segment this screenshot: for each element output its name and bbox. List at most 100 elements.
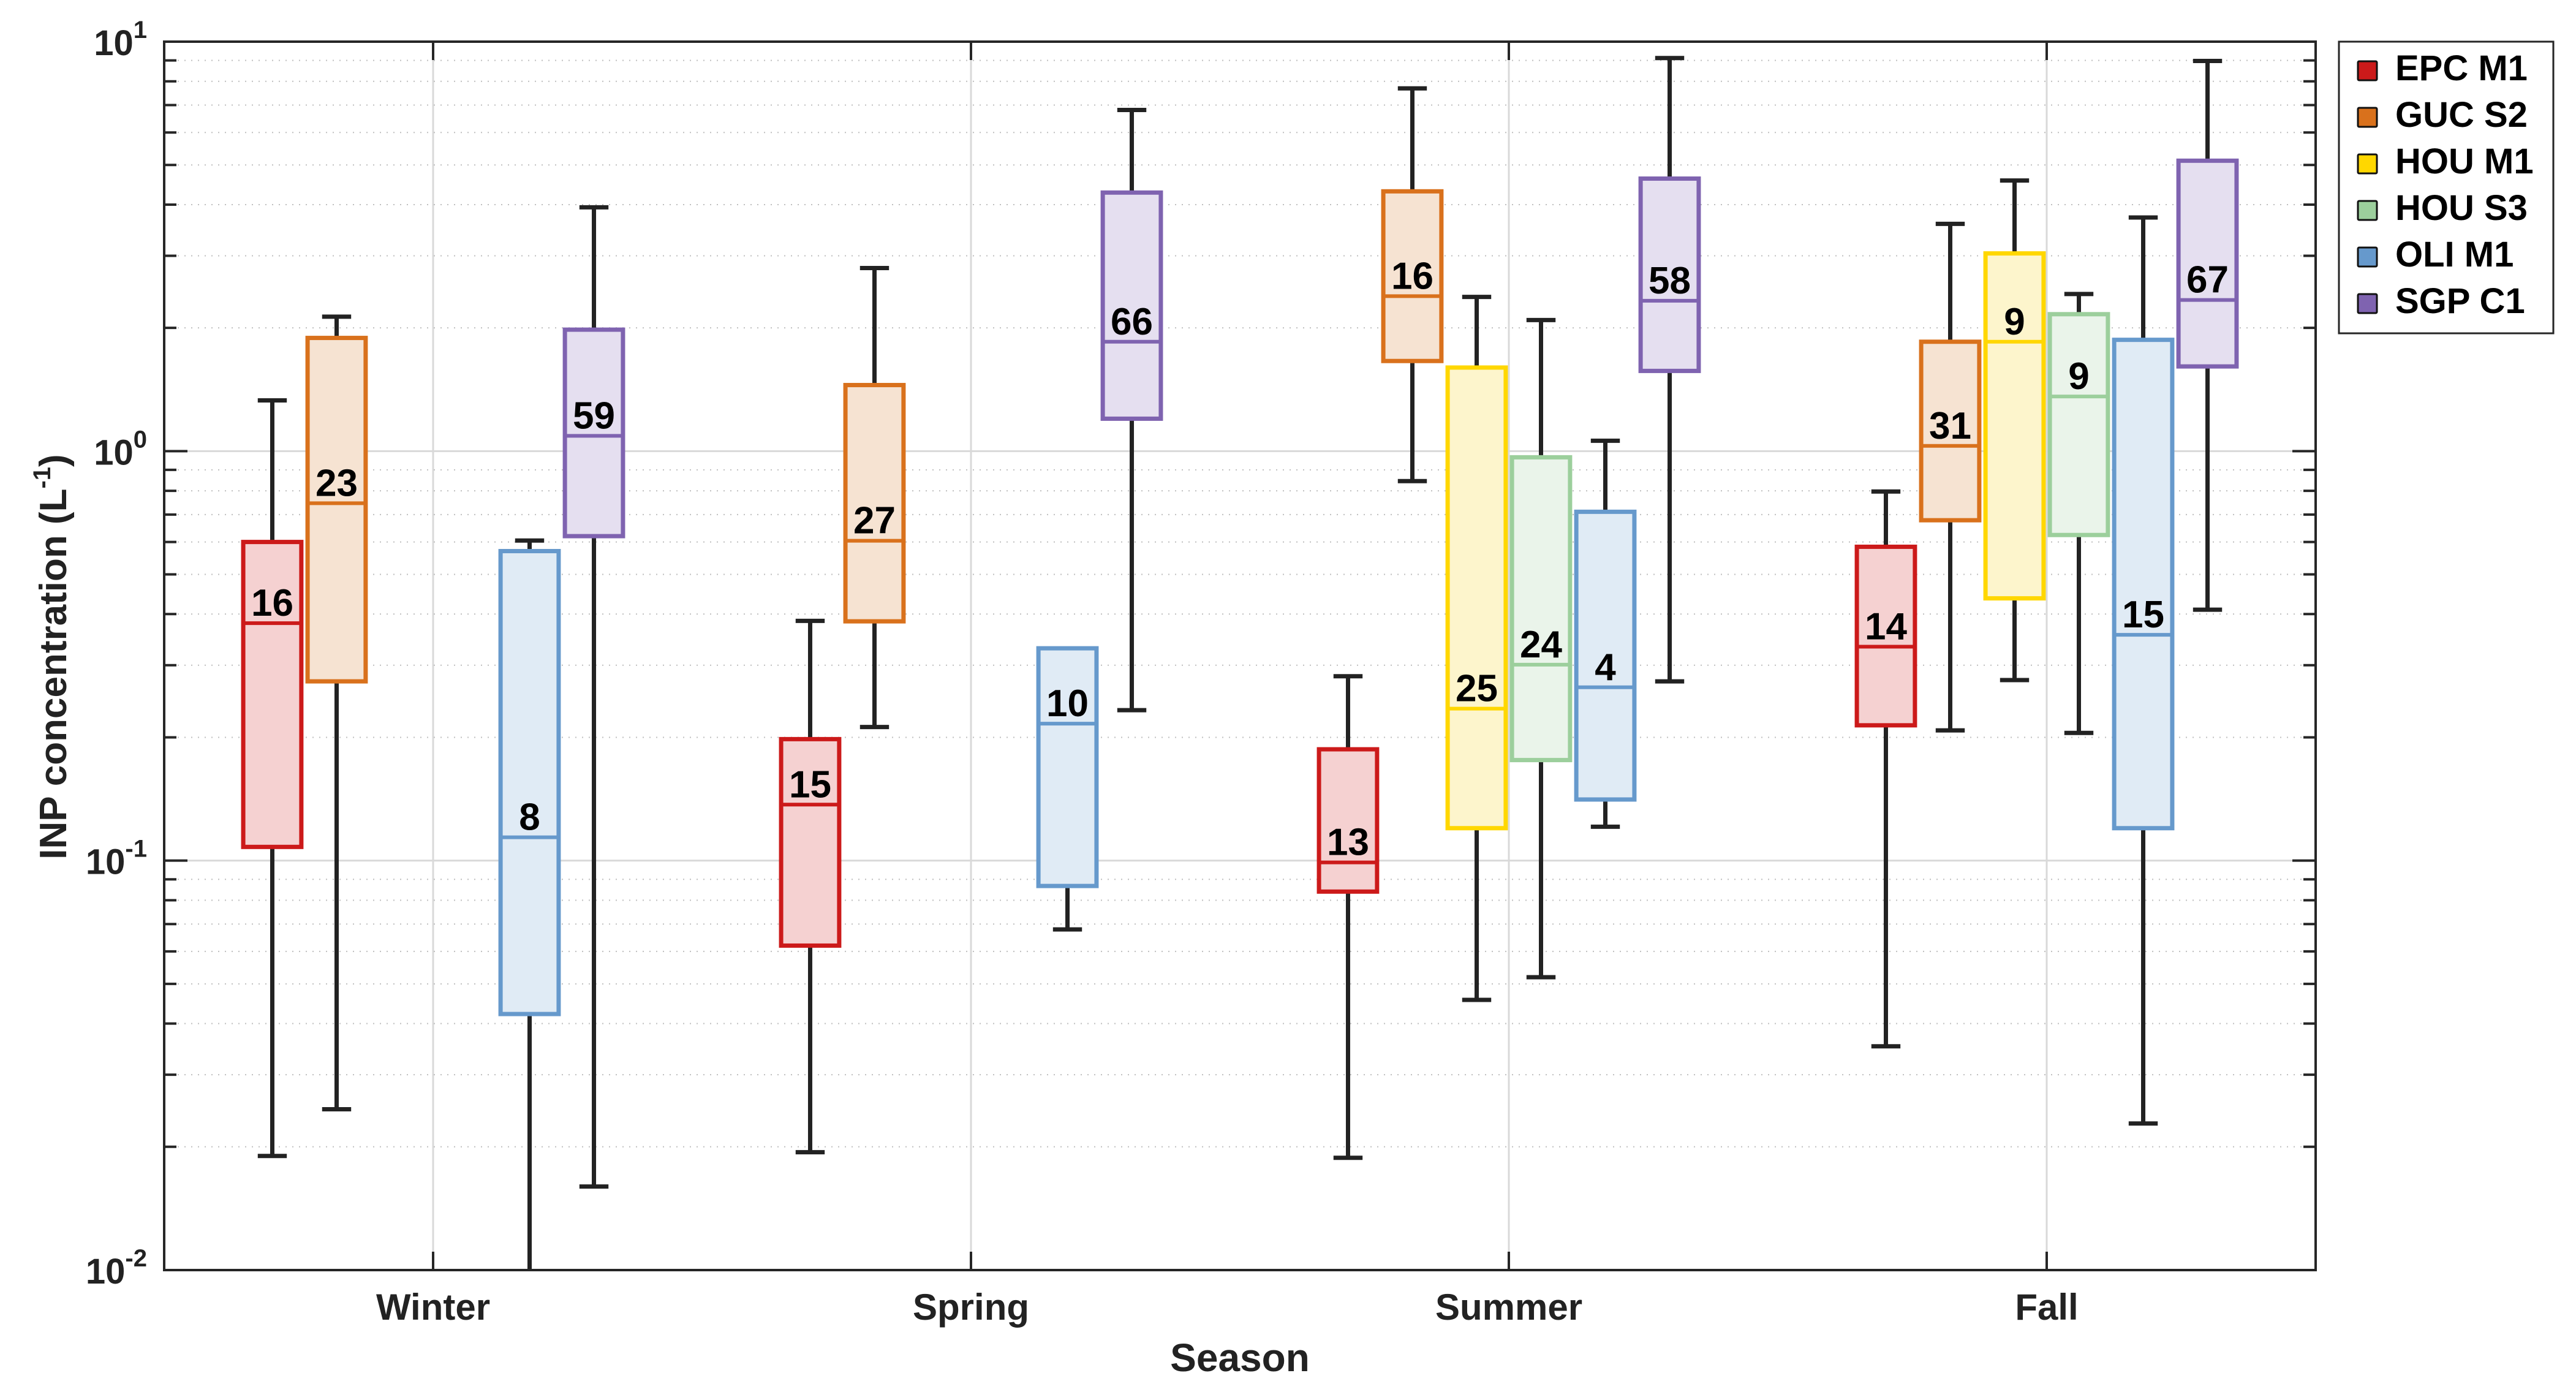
y-tick-label-base: 10 xyxy=(94,433,134,472)
x-tick-label: Fall xyxy=(2015,1287,2078,1328)
y-axis-title-superscript: -1 xyxy=(29,467,56,489)
iqr-box xyxy=(1509,455,1573,763)
sample-count-label: 15 xyxy=(2122,594,2164,636)
y-axis-title: INP concentration (L-1) xyxy=(29,454,75,859)
box: 23 xyxy=(305,314,368,1112)
box: 8 xyxy=(498,538,561,1270)
legend-swatch xyxy=(2357,60,2378,81)
box: 10 xyxy=(1036,646,1099,932)
iqr-box xyxy=(1983,251,2046,601)
y-tick-label-exponent: -2 xyxy=(125,1245,147,1272)
x-tick-labels: Winter Spring Summer Fall xyxy=(376,1287,2079,1328)
box: 9 xyxy=(1983,178,2046,683)
y-axis-title-main: INP concentration (L xyxy=(32,489,75,860)
y-tick-label-base: 10 xyxy=(94,23,134,63)
legend-items: EPC M1 GUC S2 HOU M1 HOU S3 OLI M1 SGP C1 xyxy=(2357,48,2534,321)
sample-count-label: 10 xyxy=(1046,683,1089,725)
sample-count-label: 9 xyxy=(2068,355,2089,398)
legend-item: HOU M1 xyxy=(2357,142,2534,181)
y-tick-label: 101 xyxy=(94,17,147,63)
x-axis-title: Season xyxy=(1170,1336,1310,1380)
box: 16 xyxy=(241,398,304,1159)
iqr-box xyxy=(1445,365,1508,831)
sample-count-label: 4 xyxy=(1595,646,1616,689)
sample-count-label: 67 xyxy=(2186,259,2229,301)
sample-count-label: 15 xyxy=(789,763,831,806)
sample-count-label: 14 xyxy=(1865,605,1907,648)
legend-label: GUC S2 xyxy=(2395,95,2528,135)
sample-count-label: 31 xyxy=(1929,405,1971,447)
sample-count-label: 16 xyxy=(1391,255,1433,297)
box: 15 xyxy=(779,618,842,1155)
legend-swatch xyxy=(2357,246,2378,268)
y-tick-label: 10-2 xyxy=(86,1245,147,1292)
y-tick-label-exponent: -1 xyxy=(125,836,147,863)
iqr-box xyxy=(1316,747,1380,894)
legend-item: SGP C1 xyxy=(2357,281,2525,321)
legend-item: HOU S3 xyxy=(2357,188,2528,228)
y-tick-label-base: 10 xyxy=(86,1252,126,1292)
legend-item: OLI M1 xyxy=(2357,235,2514,274)
legend-box xyxy=(2338,40,2555,335)
iqr-box xyxy=(1381,189,1444,363)
iqr-box xyxy=(843,382,906,624)
legend: EPC M1 GUC S2 HOU M1 HOU S3 OLI M1 SGP C1 xyxy=(2338,40,2555,335)
iqr-box xyxy=(1574,509,1637,802)
series-oli-m1: 8 10 4 15 xyxy=(498,215,2175,1270)
legend-swatch xyxy=(2357,153,2378,175)
box: 13 xyxy=(1316,674,1380,1160)
iqr-box xyxy=(2176,158,2239,369)
box: 25 xyxy=(1445,295,1508,1002)
x-tick-label: Summer xyxy=(1435,1287,1582,1328)
series-hou-s3: 24 9 xyxy=(1509,292,2110,980)
sample-count-label: 59 xyxy=(573,395,615,437)
box: 27 xyxy=(843,265,906,730)
iqr-box xyxy=(305,336,368,684)
sample-count-label: 66 xyxy=(1111,301,1153,343)
sample-count-label: 9 xyxy=(2004,301,2025,343)
iqr-box xyxy=(1036,646,1099,888)
x-tick-label: Spring xyxy=(913,1287,1029,1328)
iqr-box xyxy=(2112,338,2175,831)
legend-label: OLI M1 xyxy=(2395,235,2514,274)
plot-area-border xyxy=(163,40,2317,1271)
sample-count-label: 24 xyxy=(1520,624,1562,666)
legend-swatch xyxy=(2357,293,2378,314)
box: 4 xyxy=(1574,438,1637,829)
y-tick-label-exponent: 1 xyxy=(134,17,147,44)
box: 58 xyxy=(1638,56,1701,684)
sample-count-label: 23 xyxy=(315,462,358,504)
box: 67 xyxy=(2176,59,2239,612)
legend-item: GUC S2 xyxy=(2357,95,2528,135)
iqr-box xyxy=(1854,544,1917,728)
boxes: 16 15 13 14 23 27 16 31 25 9 24 9 8 10 4 15 59 66 58 67 xyxy=(241,56,2239,1270)
y-tick-label: 10-1 xyxy=(86,836,147,882)
axis-ticks xyxy=(164,40,2316,1271)
sample-count-label: 27 xyxy=(853,500,896,542)
series-guc-s2: 23 27 16 31 xyxy=(305,86,1982,1112)
legend-label: HOU S3 xyxy=(2395,188,2528,228)
x-tick-label: Winter xyxy=(376,1287,490,1328)
iqr-box xyxy=(2047,312,2110,537)
box: 16 xyxy=(1381,86,1444,483)
box: 9 xyxy=(2047,292,2110,735)
iqr-box xyxy=(779,736,842,948)
series-epc-m1: 16 15 13 14 xyxy=(241,398,1917,1160)
series-sgp-c1: 59 66 58 67 xyxy=(562,56,2239,1189)
legend-swatch xyxy=(2357,107,2378,128)
iqr-box xyxy=(1638,176,1701,373)
iqr-box xyxy=(562,327,625,539)
box: 31 xyxy=(1919,221,1982,733)
box: 66 xyxy=(1100,108,1163,713)
box: 59 xyxy=(562,205,625,1189)
sample-count-label: 13 xyxy=(1327,822,1369,864)
sample-count-label: 25 xyxy=(1456,668,1498,710)
iqr-box xyxy=(1100,190,1163,421)
box: 15 xyxy=(2112,215,2175,1126)
legend-swatch xyxy=(2357,200,2378,221)
sample-count-label: 8 xyxy=(519,796,540,839)
box: 14 xyxy=(1854,489,1917,1049)
iqr-box xyxy=(1919,339,1982,523)
